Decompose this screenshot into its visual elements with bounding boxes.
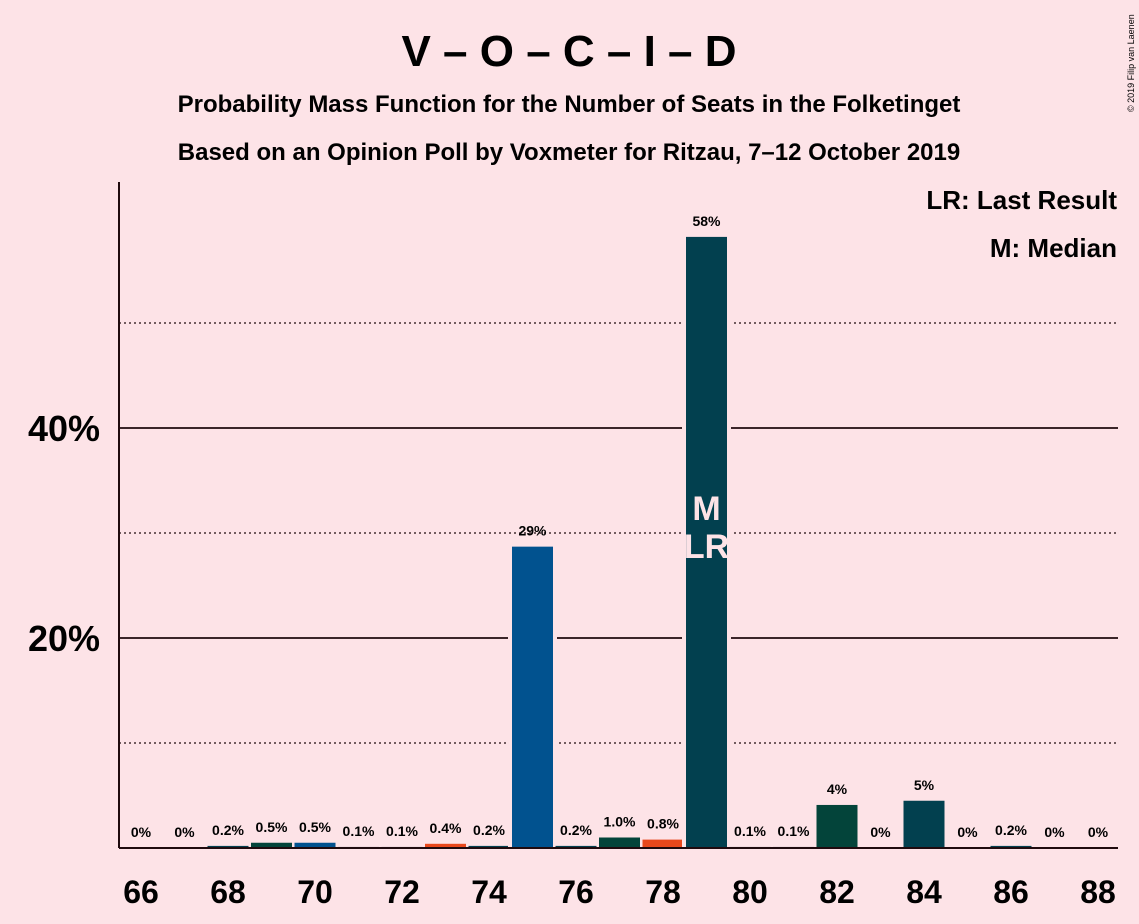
bar bbox=[468, 845, 510, 848]
x-tick-label: 80 bbox=[732, 874, 768, 910]
bar-value-label: 0% bbox=[1044, 824, 1065, 840]
bar-value-label: 0% bbox=[957, 824, 978, 840]
legend-median: M: Median bbox=[990, 233, 1117, 263]
bar-value-label: 0.2% bbox=[212, 822, 244, 838]
bar bbox=[512, 546, 553, 848]
bar bbox=[816, 804, 858, 848]
legend-last-result: LR: Last Result bbox=[926, 185, 1117, 215]
bar bbox=[425, 843, 466, 848]
bar-value-label: 0.1% bbox=[386, 823, 418, 839]
bar-value-label: 0.5% bbox=[256, 819, 288, 835]
bar-value-label: 0.5% bbox=[299, 819, 331, 835]
x-tick-label: 68 bbox=[210, 874, 246, 910]
x-tick-label: 86 bbox=[993, 874, 1029, 910]
bar-value-label: 0% bbox=[174, 824, 195, 840]
chart-subtitle-poll: Based on an Opinion Poll by Voxmeter for… bbox=[178, 139, 960, 166]
bar bbox=[686, 236, 727, 848]
bar bbox=[903, 800, 945, 848]
bars-group: 0% 0% 0.2% 0.5% 0.5% 0.1% 0.1% 0.4% 0.2% 29% 0.2% 1… bbox=[131, 213, 1109, 848]
median-marker: M bbox=[692, 490, 720, 528]
bar-value-label: 4% bbox=[827, 781, 848, 797]
bar-value-label: 29% bbox=[518, 523, 547, 539]
bar bbox=[599, 837, 640, 848]
x-tick-label: 82 bbox=[819, 874, 855, 910]
chart-title: V – O – C – I – D bbox=[401, 27, 736, 76]
bar-value-label: 0% bbox=[870, 824, 891, 840]
axes-group: 20% 40% 66 68 70 72 74 76 78 80 82 84 86 88 bbox=[28, 182, 1118, 910]
bar-value-label: 0.1% bbox=[343, 823, 375, 839]
bar bbox=[990, 845, 1032, 848]
x-tick-label: 78 bbox=[645, 874, 681, 910]
bar-value-label: 0.1% bbox=[778, 823, 810, 839]
x-tick-label: 70 bbox=[297, 874, 333, 910]
bar-value-label: 0.2% bbox=[995, 822, 1027, 838]
chart-subtitle: Probability Mass Function for the Number… bbox=[178, 91, 961, 118]
x-tick-label: 84 bbox=[906, 874, 942, 910]
bar bbox=[555, 845, 597, 848]
last-result-marker: LR bbox=[684, 528, 729, 566]
x-tick-label: 66 bbox=[123, 874, 159, 910]
x-tick-label: 76 bbox=[558, 874, 594, 910]
y-tick-label: 20% bbox=[28, 618, 100, 659]
x-tick-label: 74 bbox=[471, 874, 507, 910]
bar-value-label: 0.4% bbox=[430, 820, 462, 836]
copyright-notice: © 2019 Filip van Laenen bbox=[1126, 14, 1136, 112]
bar bbox=[207, 845, 249, 848]
bar-value-label: 0.2% bbox=[560, 822, 592, 838]
x-tick-label: 88 bbox=[1080, 874, 1116, 910]
bar bbox=[642, 839, 684, 848]
bar-value-label: 0% bbox=[1088, 824, 1109, 840]
y-tick-label: 40% bbox=[28, 408, 100, 449]
bar bbox=[294, 842, 336, 848]
bar-value-label: 0% bbox=[131, 824, 152, 840]
bar-value-label: 0.2% bbox=[473, 822, 505, 838]
bar-value-label: 5% bbox=[914, 777, 935, 793]
bar-value-label: 0.8% bbox=[647, 816, 679, 832]
bar-value-label: 1.0% bbox=[604, 814, 636, 830]
x-tick-label: 72 bbox=[384, 874, 420, 910]
bar bbox=[251, 842, 292, 848]
gridlines bbox=[119, 322, 1118, 744]
bar-value-label: 58% bbox=[692, 213, 721, 229]
bar-value-label: 0.1% bbox=[734, 823, 766, 839]
